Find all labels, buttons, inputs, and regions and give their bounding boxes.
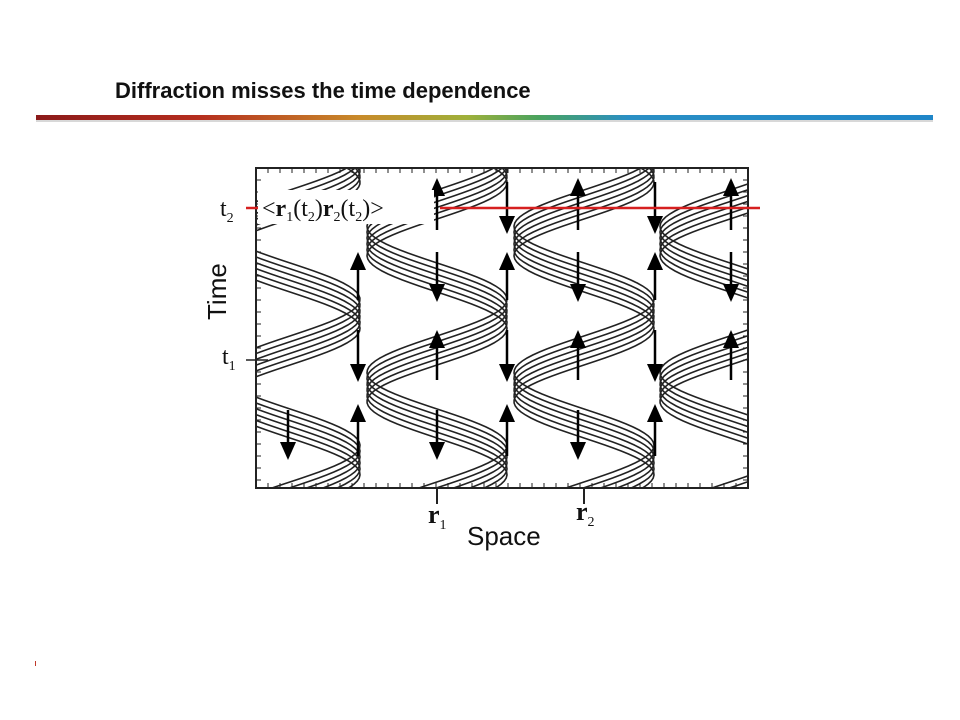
trajectory-curve <box>73 148 213 508</box>
down-arrow <box>723 252 739 302</box>
r2-label: r2 <box>576 497 595 530</box>
up-arrow <box>570 330 586 380</box>
trajectory-curve <box>513 168 655 488</box>
up-arrow <box>647 404 663 456</box>
y-axis-label: Time <box>202 263 232 320</box>
spin-arrows <box>280 178 739 460</box>
down-arrow <box>570 410 586 460</box>
down-arrow <box>280 410 296 460</box>
title-divider <box>36 115 933 120</box>
up-arrow <box>350 404 366 456</box>
trajectory-curve <box>73 148 213 508</box>
down-arrow <box>429 252 445 302</box>
slide-title: Diffraction misses the time dependence <box>115 78 531 103</box>
trajectory-curve <box>73 148 213 508</box>
frame-ticks <box>256 168 748 488</box>
t2-label: t2 <box>220 196 234 226</box>
trajectory-curve <box>73 148 213 508</box>
up-arrow <box>723 178 739 230</box>
down-arrow <box>350 330 366 382</box>
trajectory-curve <box>366 168 508 488</box>
correlation-label: <r1(t2)r2(t2)> <box>262 196 384 225</box>
up-arrow <box>350 252 366 300</box>
up-arrow <box>429 330 445 380</box>
down-arrow <box>647 330 663 382</box>
r1-label: r1 <box>428 500 447 533</box>
down-arrow <box>499 330 515 382</box>
slide-corner-mark <box>35 661 36 666</box>
t1-label: t1 <box>222 344 236 374</box>
trajectory-curve <box>73 148 213 508</box>
title-divider-shadow <box>36 120 933 122</box>
down-arrow <box>499 182 515 234</box>
x-axis-label: Space <box>467 521 541 551</box>
down-arrow <box>647 182 663 234</box>
correlation-label-bg <box>258 190 434 224</box>
up-arrow <box>647 252 663 300</box>
up-arrow <box>499 404 515 456</box>
up-arrow <box>570 178 586 230</box>
down-arrow <box>570 252 586 302</box>
trajectory-curve <box>256 168 361 488</box>
up-arrow <box>723 330 739 380</box>
trajectory-curve <box>73 148 213 508</box>
down-arrow <box>429 410 445 460</box>
up-arrow <box>499 252 515 300</box>
